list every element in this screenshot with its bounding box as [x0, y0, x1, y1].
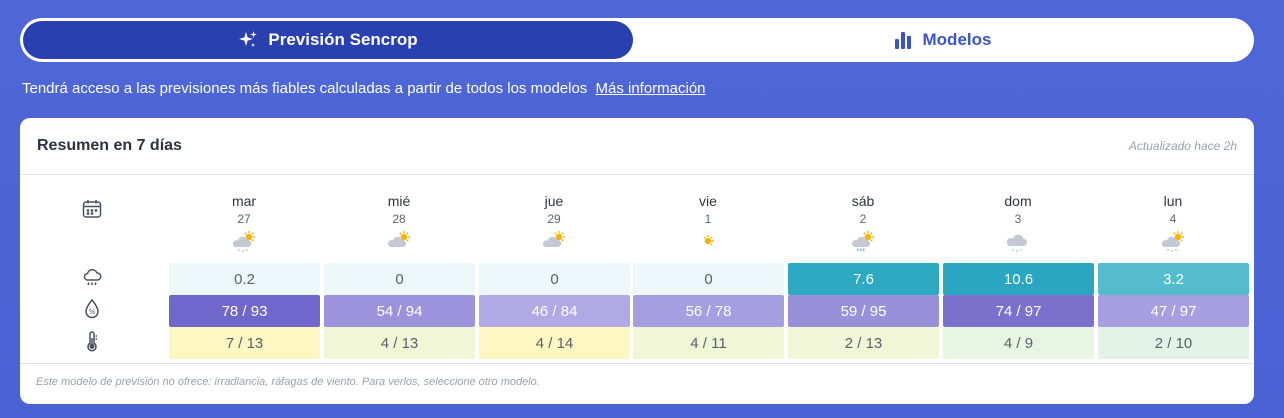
- day-name: sáb: [851, 193, 875, 209]
- precipitation-cell: 0: [633, 263, 784, 295]
- forecast-tabs: Previsión Sencrop Modelos: [20, 18, 1254, 62]
- day-name: dom: [1004, 193, 1032, 209]
- temperature-cell: 4 / 14: [479, 327, 630, 359]
- temperature-cell: 4 / 11: [633, 327, 784, 359]
- humidity-cell: 59 / 95: [788, 295, 939, 327]
- cloud-snow-icon: [943, 227, 1093, 257]
- day-column: dom 3: [943, 193, 1093, 257]
- day-number: 2: [859, 212, 867, 226]
- forecast-summary-card: Resumen en 7 días Actualizado hace 2h: [20, 118, 1254, 404]
- bar-chart-icon: [893, 30, 913, 50]
- precipitation-cell: 0: [479, 263, 630, 295]
- tab-prevision-label: Previsión Sencrop: [268, 30, 418, 49]
- cloudy-sun-icon: [479, 227, 629, 257]
- temperature-cell: 2 / 10: [1098, 327, 1249, 359]
- humidity-drop-icon: %: [80, 297, 104, 321]
- temperature-cell: 2 / 13: [788, 327, 939, 359]
- cloudy-sun-rain-icon: [788, 227, 938, 257]
- humidity-cell: 46 / 84: [479, 295, 630, 327]
- humidity-cell: 78 / 93: [169, 295, 320, 327]
- precipitation-cell: 0.2: [169, 263, 320, 295]
- day-number: 4: [1169, 212, 1177, 226]
- temperature-cell: 4 / 13: [324, 327, 475, 359]
- day-column: sáb 2: [788, 193, 938, 257]
- humidity-cell: 54 / 94: [324, 295, 475, 327]
- temperature-cell: 7 / 13: [169, 327, 320, 359]
- day-number: 3: [1014, 212, 1022, 226]
- precipitation-cell: 0: [324, 263, 475, 295]
- day-number: 29: [547, 212, 561, 226]
- day-name: jue: [544, 193, 564, 209]
- day-number: 1: [704, 212, 712, 226]
- day-column: lun 4: [1098, 193, 1248, 257]
- cloudy-sun-snow-icon: [1098, 227, 1248, 257]
- sparkles-icon: [238, 30, 258, 50]
- cloudy-sun-snow-icon: [169, 227, 319, 257]
- updated-label: Actualizado hace 2h: [1128, 139, 1237, 153]
- day-name: lun: [1163, 193, 1183, 209]
- day-column: mié 28: [324, 193, 474, 257]
- tab-prevision-sencrop[interactable]: Previsión Sencrop: [23, 21, 633, 59]
- precipitation-cell: 3.2: [1098, 263, 1249, 295]
- sun-icon: [633, 227, 783, 257]
- info-description: Tendrá acceso a las previsiones más fiab…: [22, 80, 588, 97]
- card-header: Resumen en 7 días Actualizado hace 2h: [20, 118, 1254, 175]
- card-title: Resumen en 7 días: [37, 137, 182, 154]
- precipitation-cell: 10.6: [943, 263, 1094, 295]
- day-name: vie: [699, 193, 717, 209]
- day-number: 27: [237, 212, 251, 226]
- svg-text:%: %: [89, 308, 96, 316]
- more-info-link[interactable]: Más información: [595, 80, 706, 97]
- rain-cloud-icon: [80, 265, 104, 289]
- day-column: vie 1: [633, 193, 783, 257]
- day-name: mar: [231, 193, 257, 209]
- humidity-cell: 47 / 97: [1098, 295, 1249, 327]
- tab-modelos-label: Modelos: [922, 30, 992, 49]
- day-column: jue 29: [479, 193, 629, 257]
- cloudy-sun-icon: [324, 227, 474, 257]
- day-name: mié: [387, 193, 411, 209]
- humidity-cell: 74 / 97: [943, 295, 1094, 327]
- humidity-cell: 56 / 78: [633, 295, 784, 327]
- temperature-cell: 4 / 9: [943, 327, 1094, 359]
- forecast-grid: % mar 27 0.2 78 / 93 7 / 13 mié 28 0 54 / 94 4 …: [20, 175, 1254, 363]
- model-footnote: Este modelo de previsión no ofrece: irra…: [20, 363, 1254, 400]
- info-text: Tendrá acceso a las previsiones más fiab…: [22, 80, 706, 97]
- thermometer-icon: [80, 329, 104, 353]
- calendar-icon: [80, 197, 104, 221]
- precipitation-cell: 7.6: [788, 263, 939, 295]
- tab-modelos[interactable]: Modelos: [633, 21, 1251, 59]
- day-number: 28: [392, 212, 406, 226]
- day-column: mar 27: [169, 193, 319, 257]
